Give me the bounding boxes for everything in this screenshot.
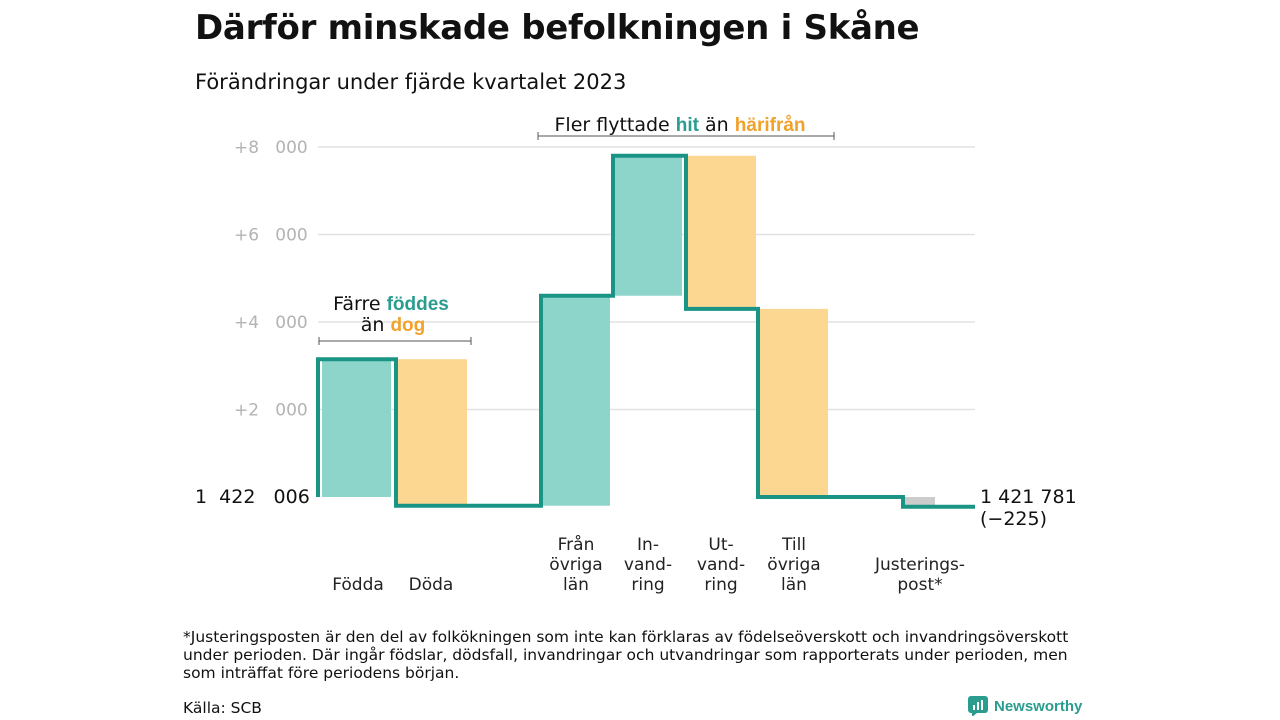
bar-3 (613, 155, 682, 296)
annotation-highlight-fodda: föddes (387, 294, 449, 315)
bar-6 (904, 497, 935, 507)
bars-layer (322, 155, 935, 507)
bar-5 (759, 308, 828, 497)
x-category-label-4-line-0: Ut- (708, 535, 733, 555)
end-value-label: 1 421 781 (980, 486, 1077, 508)
baseline-value-label: 1 422 006 (195, 486, 310, 508)
annotation-highlight-hit: hit (676, 115, 700, 136)
x-category-label-5-line-1: övriga (767, 555, 820, 575)
y-tick-label-8000: +8 000 (234, 138, 308, 158)
x-category-label-5-line-2: län (781, 575, 807, 595)
x-category-label-1-line-0: Döda (409, 575, 454, 595)
x-category-label-2-line-1: övriga (549, 555, 602, 575)
footnote: *Justeringsposten är den del av folkökni… (183, 628, 1069, 682)
x-category-label-2-line-0: Från (558, 534, 595, 555)
grid-layer: +2 000 +4 000 +6 000 +8 000 (234, 138, 975, 421)
x-category-label-6-line-0: Justerings- (874, 555, 965, 575)
x-category-label-4-line-2: ring (704, 575, 737, 595)
bar-0 (322, 359, 391, 497)
x-category-label-2-line-2: län (563, 575, 589, 595)
bar-2 (541, 295, 610, 506)
x-category-label-5-line-0: Till (781, 535, 806, 555)
newsworthy-logo-icon (968, 696, 988, 716)
brand-logo: Newsworthy (968, 696, 1082, 716)
annotation-highlight-dog: dog (390, 315, 425, 336)
brand-name: Newsworthy (994, 697, 1083, 715)
y-tick-label-2000: +2 000 (234, 401, 308, 421)
x-category-label-6-line-1: post* (897, 575, 942, 595)
x-category-label-3-line-2: ring (631, 575, 664, 595)
x-category-label-0-line-0: Födda (332, 575, 384, 595)
annotation-layer: Färre föddes än dog Fler flyttade hit än… (318, 114, 835, 345)
x-category-label-3-line-1: vand- (624, 555, 672, 575)
birth-death-annotation-line2: än dog (361, 314, 426, 336)
bar-1 (398, 359, 467, 506)
chart-title: Därför minskade befolkningen i Skåne (195, 8, 920, 48)
migration-annotation: Fler flyttade hit än härifrån (554, 114, 805, 136)
chart-subtitle: Förändringar under fjärde kvartalet 2023 (195, 70, 627, 94)
step-line-layer (316, 153, 975, 509)
y-tick-label-4000: +4 000 (234, 313, 308, 333)
birth-death-annotation-line1: Färre föddes (333, 293, 449, 315)
net-change-label: (−225) (980, 508, 1047, 530)
y-tick-label-6000: +6 000 (234, 226, 308, 246)
waterfall-chart: +2 000 +4 000 +6 000 +8 000 1 422 006 1 421… (195, 114, 1077, 595)
x-category-label-4-line-1: vand- (697, 555, 745, 575)
source-label: Källa: SCB (183, 699, 262, 717)
x-category-label-3-line-0: In- (637, 535, 659, 555)
annotation-highlight-harifran: härifrån (735, 115, 806, 136)
bar-4 (687, 155, 756, 309)
step-line (316, 153, 975, 509)
label-layer: 1 422 006 1 421 781 (−225) Födda Döda Från… (195, 486, 1077, 595)
